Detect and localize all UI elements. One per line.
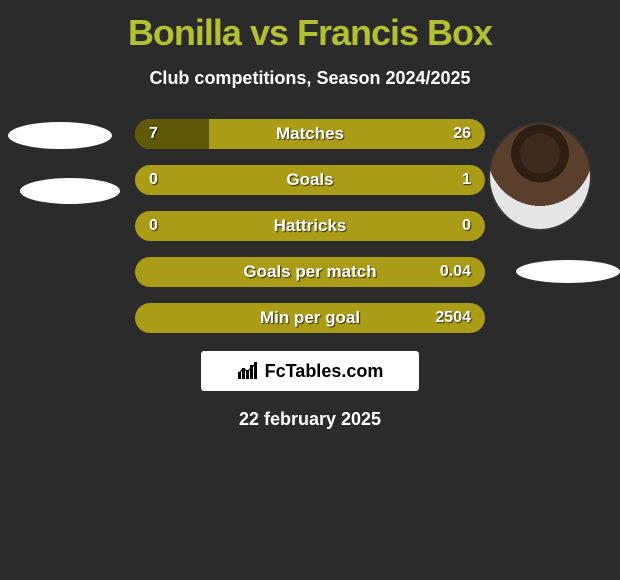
brand-badge: FcTables.com bbox=[201, 351, 419, 391]
brand-text: FcTables.com bbox=[265, 361, 384, 382]
page-title: Bonilla vs Francis Box bbox=[0, 12, 620, 54]
stat-value-right: 0 bbox=[462, 211, 471, 241]
stat-value-right: 0.04 bbox=[440, 257, 471, 287]
date: 22 february 2025 bbox=[0, 409, 620, 430]
stat-row: Goals per match0.04 bbox=[135, 257, 485, 287]
stat-label: Hattricks bbox=[135, 211, 485, 241]
stat-value-right: 1 bbox=[462, 165, 471, 195]
stat-label: Goals per match bbox=[135, 257, 485, 287]
stat-row: 7Matches26 bbox=[135, 119, 485, 149]
stat-label: Goals bbox=[135, 165, 485, 195]
stat-value-right: 2504 bbox=[435, 303, 471, 333]
bar-chart-icon bbox=[237, 362, 259, 380]
stat-row: 0Hattricks0 bbox=[135, 211, 485, 241]
stat-label: Matches bbox=[135, 119, 485, 149]
stat-row: 0Goals1 bbox=[135, 165, 485, 195]
stats-panel: 7Matches260Goals10Hattricks0Goals per ma… bbox=[0, 119, 620, 430]
stat-value-right: 26 bbox=[453, 119, 471, 149]
subtitle: Club competitions, Season 2024/2025 bbox=[0, 68, 620, 89]
stat-label: Min per goal bbox=[135, 303, 485, 333]
stat-row: Min per goal2504 bbox=[135, 303, 485, 333]
